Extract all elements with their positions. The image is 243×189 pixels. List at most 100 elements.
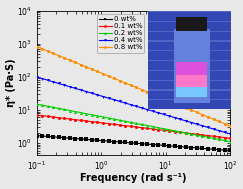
0.1 wt% (174, 130, 176, 133)
0.2 wt% (157, 126, 160, 129)
0.2 wt% (168, 129, 171, 131)
0.4 wt% (157, 112, 160, 114)
0.1 wt% (140, 126, 143, 129)
0.4 wt% (190, 121, 193, 124)
0.1 wt% (124, 125, 127, 127)
0 wt% (107, 140, 110, 142)
0 wt% (118, 141, 121, 143)
0 wt% (179, 146, 182, 148)
0.1 wt% (46, 115, 49, 118)
0.2 wt% (162, 128, 165, 130)
0.4 wt% (174, 117, 176, 119)
0.2 wt% (57, 107, 60, 110)
0.4 wt% (124, 102, 127, 104)
0.1 wt% (107, 122, 110, 125)
0.2 wt% (124, 120, 127, 122)
0 wt% (79, 138, 82, 140)
0.8 wt% (151, 93, 154, 95)
0.2 wt% (135, 122, 138, 125)
0.1 wt% (41, 115, 44, 117)
0 wt% (229, 149, 232, 152)
0 wt% (146, 143, 149, 145)
0.4 wt% (35, 76, 38, 78)
Legend: 0 wt%, 0.1 wt%, 0.2 wt%, 0.4 wt%, 0.8 wt%: 0 wt%, 0.1 wt%, 0.2 wt%, 0.4 wt%, 0.8 wt… (97, 14, 144, 53)
0.4 wt% (151, 110, 154, 112)
Line: 0 wt%: 0 wt% (35, 134, 232, 152)
0 wt% (35, 134, 38, 137)
0.4 wt% (69, 86, 71, 88)
0.8 wt% (190, 109, 193, 111)
0.8 wt% (63, 57, 66, 59)
0.2 wt% (35, 103, 38, 105)
0.4 wt% (146, 108, 149, 111)
0.4 wt% (168, 115, 171, 117)
0.8 wt% (90, 68, 93, 70)
0.2 wt% (217, 138, 220, 141)
0.1 wt% (69, 118, 71, 120)
0 wt% (212, 148, 215, 150)
0.4 wt% (212, 128, 215, 130)
0 wt% (85, 138, 88, 141)
0.1 wt% (35, 114, 38, 116)
0 wt% (184, 146, 187, 148)
0.8 wt% (201, 114, 204, 116)
0.4 wt% (118, 100, 121, 102)
0.2 wt% (69, 109, 71, 112)
0.4 wt% (113, 99, 115, 101)
0.1 wt% (168, 130, 171, 132)
0.4 wt% (207, 126, 209, 129)
0 wt% (63, 137, 66, 139)
0 wt% (190, 146, 193, 149)
0 wt% (102, 139, 104, 142)
0 wt% (69, 137, 71, 139)
0.8 wt% (113, 77, 115, 79)
0.1 wt% (207, 134, 209, 137)
0.2 wt% (74, 111, 77, 113)
0.8 wt% (52, 52, 55, 54)
0.1 wt% (85, 120, 88, 122)
Line: 0.4 wt%: 0.4 wt% (35, 75, 232, 136)
0.2 wt% (174, 130, 176, 132)
0.2 wt% (102, 116, 104, 118)
0.8 wt% (102, 73, 104, 75)
0 wt% (52, 136, 55, 138)
0.2 wt% (107, 117, 110, 119)
Y-axis label: η* (Pa·S): η* (Pa·S) (6, 58, 16, 107)
0.4 wt% (179, 118, 182, 120)
0.1 wt% (162, 129, 165, 131)
0.1 wt% (212, 135, 215, 137)
0.2 wt% (96, 115, 99, 117)
0.8 wt% (168, 100, 171, 102)
0.2 wt% (207, 136, 209, 138)
0.4 wt% (201, 125, 204, 127)
0.8 wt% (179, 104, 182, 107)
0.8 wt% (35, 45, 38, 48)
0.8 wt% (223, 123, 226, 125)
0.8 wt% (135, 86, 138, 88)
0.1 wt% (74, 119, 77, 121)
0.1 wt% (135, 126, 138, 128)
0 wt% (90, 139, 93, 141)
0.4 wt% (162, 113, 165, 115)
0.1 wt% (57, 117, 60, 119)
0.8 wt% (212, 118, 215, 120)
0.1 wt% (118, 124, 121, 126)
0.4 wt% (229, 133, 232, 135)
0.2 wt% (201, 135, 204, 137)
0.2 wt% (196, 134, 199, 136)
0.2 wt% (212, 137, 215, 139)
0.2 wt% (79, 112, 82, 114)
0.2 wt% (41, 104, 44, 106)
0.1 wt% (184, 132, 187, 134)
0.1 wt% (201, 134, 204, 136)
0 wt% (129, 142, 132, 144)
0.8 wt% (46, 50, 49, 52)
0.4 wt% (63, 84, 66, 86)
0.8 wt% (124, 82, 127, 84)
0.4 wt% (90, 92, 93, 94)
0.4 wt% (184, 120, 187, 122)
0.8 wt% (174, 102, 176, 104)
0 wt% (74, 137, 77, 140)
0.2 wt% (223, 139, 226, 142)
0.1 wt% (217, 136, 220, 138)
